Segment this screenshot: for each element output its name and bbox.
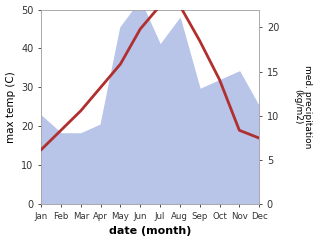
Y-axis label: max temp (C): max temp (C)	[5, 71, 16, 143]
Y-axis label: med. precipitation
(kg/m2): med. precipitation (kg/m2)	[293, 65, 313, 149]
X-axis label: date (month): date (month)	[109, 227, 191, 236]
